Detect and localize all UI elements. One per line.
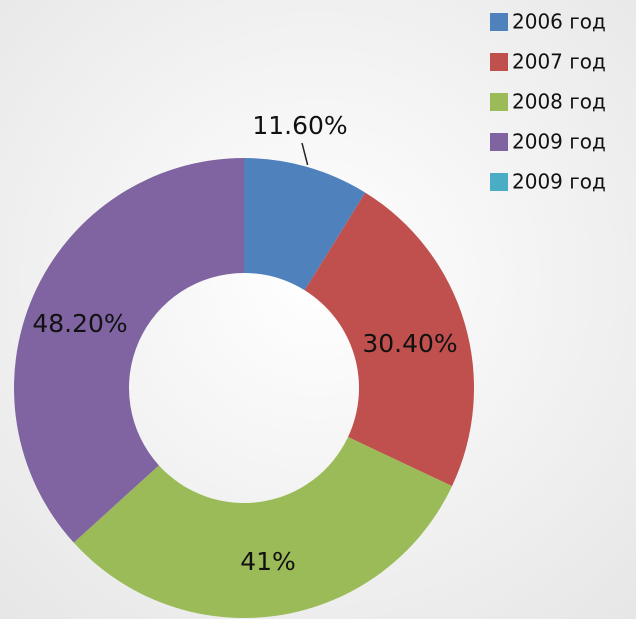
donut-slice bbox=[244, 158, 366, 291]
data-label: 30.40% bbox=[362, 329, 457, 358]
legend-label: 2008 год bbox=[512, 90, 606, 114]
legend-swatch bbox=[490, 93, 508, 111]
leader-line bbox=[301, 142, 309, 166]
data-label: 11.60% bbox=[252, 111, 347, 140]
legend-label: 2007 год bbox=[512, 50, 606, 74]
donut-slice bbox=[304, 192, 474, 487]
legend-label: 2006 год bbox=[512, 10, 606, 34]
legend-swatch bbox=[490, 13, 508, 31]
donut-slice bbox=[73, 437, 453, 618]
donut-slice bbox=[14, 158, 245, 543]
legend-swatch bbox=[490, 173, 508, 191]
data-label: 48.20% bbox=[32, 309, 127, 338]
legend-swatch bbox=[490, 133, 508, 151]
legend-swatch bbox=[490, 53, 508, 71]
legend-label: 2009 год bbox=[512, 170, 606, 194]
legend-label: 2009 год bbox=[512, 130, 606, 154]
data-label: 41% bbox=[240, 547, 296, 576]
